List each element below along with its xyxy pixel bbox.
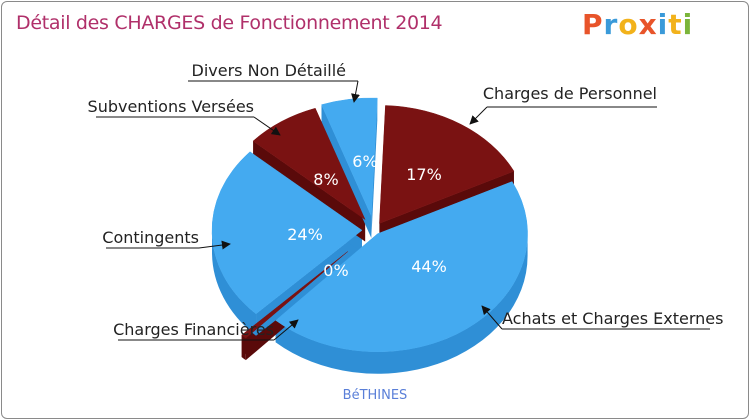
logo-letter: i [657,8,669,41]
slice-percent-label: 44% [411,257,447,276]
leader-arrow [481,305,503,330]
slice-category-label: Charges Financières [113,320,274,339]
proxiti-logo: Proxiti [582,8,693,41]
pie-slice [241,251,348,339]
slice-side-wall [212,230,257,336]
pie-slice [252,107,366,221]
slice-percent-label: 24% [287,225,323,244]
slice-percent-label: 6% [352,152,377,171]
slice-category-label: Charges de Personnel [483,84,657,103]
slice-category-label: Divers Non Détaillé [192,61,346,80]
leader-arrow [351,80,360,103]
logo-letter: o [618,8,639,41]
pie-slice [321,97,378,217]
commune-name: BéTHINES [342,388,408,403]
logo-letter: x [638,8,658,41]
pie-slice [379,105,515,224]
slice-edge-wall [371,98,378,238]
logo-letter: t [668,8,683,41]
pie-slice [211,151,363,315]
logo-letter: P [582,8,604,41]
slice-category-label: Subventions Versées [88,97,254,116]
slice-side-wall [275,233,528,374]
slice-percent-label: 17% [406,165,442,184]
slice-category-label: Contingents [102,228,199,247]
leader-arrow [198,240,231,250]
logo-letter: i [682,8,694,41]
chart-title: Détail des CHARGES de Fonctionnement 201… [16,12,443,34]
slice-edge-wall [321,104,372,238]
pie-slice [275,181,528,353]
logo-letter: r [603,8,619,41]
slice-category-label: Achats et Charges Externes [502,309,723,328]
leader-arrow [253,116,281,136]
slice-percent-label: 0% [323,261,348,280]
leader-arrow [469,106,488,125]
slice-percent-label: 8% [313,170,338,189]
leader-arrow [273,319,299,341]
